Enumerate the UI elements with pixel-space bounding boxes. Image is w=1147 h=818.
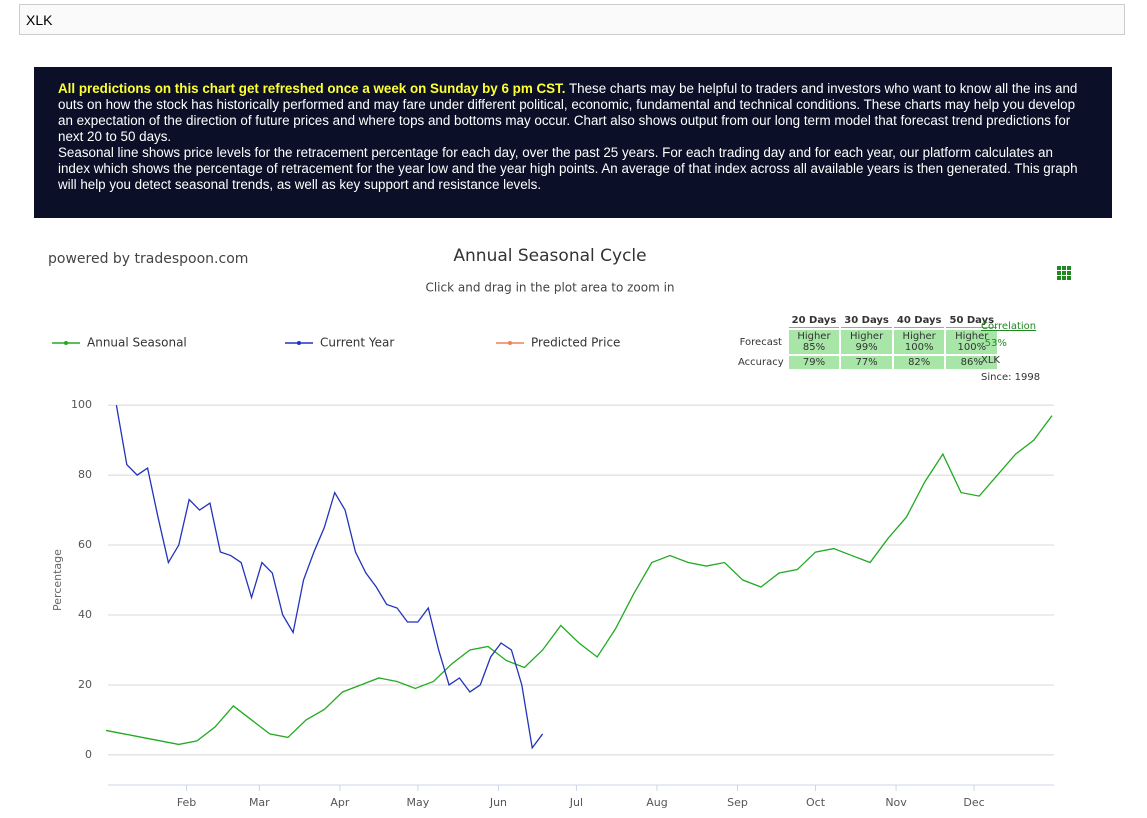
y-tick-label: 40 <box>78 608 92 621</box>
x-tick-label: Jun <box>489 796 507 809</box>
chart-title: Annual Seasonal Cycle <box>453 246 646 266</box>
forecast-cell: Higher 85% <box>788 330 840 354</box>
y-axis-label: Percentage <box>51 549 64 611</box>
accuracy-cell: 82% <box>893 356 945 369</box>
accuracy-cell: 77% <box>841 356 892 369</box>
notice-body2: Seasonal line shows price levels for the… <box>58 145 1078 192</box>
y-tick-label: 100 <box>71 398 92 411</box>
y-tick-label: 80 <box>78 468 92 481</box>
legend-label: Current Year <box>320 336 394 350</box>
row-label: Forecast <box>739 336 782 348</box>
chart-subtitle: Click and drag in the plot area to zoom … <box>425 281 674 295</box>
series-line <box>105 415 1053 746</box>
forecast-pct: 85% <box>802 342 826 353</box>
forecast: Higher <box>902 331 936 342</box>
notice-body: These charts may be helpful to traders a… <box>58 81 1078 144</box>
forecast-pct: 99% <box>855 342 878 353</box>
accuracy-cell: 79% <box>788 356 840 369</box>
y-tick-label: 0 <box>85 748 92 761</box>
row-label: Accuracy <box>738 357 784 368</box>
correlation-symbol: XLK <box>981 355 1000 366</box>
accuracy-cell: 86% <box>946 356 998 369</box>
forecast-pct: 100% <box>904 342 934 353</box>
menu-icon[interactable] <box>1057 266 1071 280</box>
x-tick-label: Dec <box>963 796 984 809</box>
forecast-cell: Higher 100% <box>946 330 998 354</box>
forecast: Higher <box>797 331 831 342</box>
legend-label: Annual Seasonal <box>87 336 187 350</box>
legend-marker <box>508 341 512 345</box>
correlation-box: Correlation -53% XLK Since: 1998 <box>981 318 1040 386</box>
forecast-cell: Higher 100% <box>893 330 945 354</box>
series-line <box>115 405 544 750</box>
col-header: 50 Days <box>946 314 998 328</box>
symbol-input[interactable]: XLK <box>19 4 1125 35</box>
legend-label: Predicted Price <box>531 336 620 350</box>
since: Since: 1998 <box>981 372 1041 383</box>
x-tick-label: Oct <box>806 796 826 809</box>
forecast: Higher <box>849 331 884 342</box>
y-tick-label: 20 <box>78 678 92 691</box>
col-header: 30 Days <box>841 314 892 328</box>
y-tick-label: 60 <box>78 538 92 551</box>
powered-by: powered by tradespoon.com <box>48 251 248 267</box>
x-tick-label: Aug <box>646 796 667 809</box>
legend-marker <box>297 341 301 345</box>
x-tick-label: Apr <box>330 796 350 809</box>
col-header: 20 Days <box>788 314 840 328</box>
x-tick-label: Mar <box>249 796 270 809</box>
notice-banner: All predictions on this chart get refres… <box>34 67 1112 218</box>
forecast-pct: 100% <box>957 342 987 353</box>
forecast-table: 20 Days 30 Days 40 Days 50 Days Forecast Hi… <box>733 312 999 371</box>
x-tick-label: Nov <box>885 796 907 809</box>
legend-marker <box>64 341 68 345</box>
col-header: 40 Days <box>893 314 945 328</box>
x-tick-label: Feb <box>177 796 196 809</box>
correlation-value: -53% <box>981 338 1007 349</box>
x-tick-label: May <box>406 796 429 809</box>
correlation-link[interactable]: Correlation <box>981 321 1037 332</box>
x-tick-label: Sep <box>727 796 748 809</box>
x-tick-label: Jul <box>569 796 583 809</box>
forecast-cell: Higher 99% <box>841 330 892 354</box>
notice-highlight: All predictions on this chart get refres… <box>58 81 566 96</box>
forecast: Higher <box>955 331 989 342</box>
